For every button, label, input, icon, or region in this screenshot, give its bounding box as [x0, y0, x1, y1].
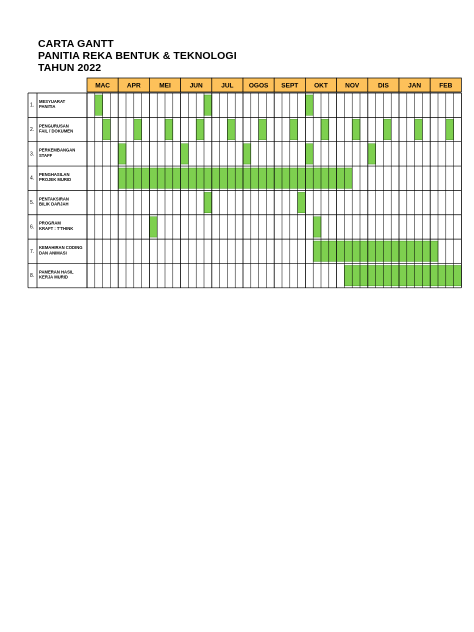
gantt-bar	[164, 119, 174, 140]
gantt-bar	[227, 119, 236, 140]
activity-label: DAN ANIMASI	[39, 250, 67, 255]
gantt-bar	[94, 94, 103, 116]
title-line-1: CARTA GANTT	[38, 38, 114, 50]
month-label: APR	[127, 82, 141, 89]
row-number: 3.	[30, 151, 34, 157]
activity-label: STAFF	[39, 153, 53, 158]
month-label: DIS	[378, 82, 390, 89]
activity-label: PENGURUSAN	[39, 123, 69, 128]
gantt-bar	[297, 192, 306, 213]
gantt-bar	[203, 94, 213, 116]
activity-label: PENGHASILAN	[39, 172, 69, 177]
title-line-2: PANITIA REKA BENTUK & TEKNOLOGI	[38, 50, 237, 62]
activity-label: MESYUARAT	[39, 99, 66, 104]
month-label: MEI	[159, 82, 171, 89]
month-header-cell	[429, 77, 462, 93]
activity-label: PAMERAN HASIL	[39, 269, 74, 274]
gantt-bar	[305, 143, 314, 165]
month-label: JUL	[221, 82, 233, 89]
row-number: 5.	[30, 200, 34, 206]
month-label: JAN	[408, 82, 421, 89]
gantt-bar	[195, 119, 205, 140]
activity-label: KRAFT : T'THINK	[39, 226, 73, 231]
row-number: 7.	[30, 249, 34, 255]
gantt-bar	[117, 143, 127, 165]
gantt-bar	[305, 94, 314, 116]
gantt-bar	[133, 119, 142, 140]
month-label: FEB	[439, 82, 452, 89]
gantt-bar	[102, 119, 111, 140]
row-number: 2.	[30, 127, 34, 133]
gantt-bar	[344, 265, 462, 287]
document-title: CARTA GANTT PANITIA REKA BENTUK & TEKNOL…	[38, 38, 237, 74]
activity-label: PROJEK MURID	[39, 177, 71, 182]
month-label: OKT	[314, 82, 328, 89]
activity-label: PERKEMBANGAN	[39, 148, 75, 153]
month-label: MAC	[95, 82, 110, 89]
activity-label: KEMAHIRAN CODING	[39, 245, 83, 250]
gantt-bar	[149, 216, 158, 238]
gantt-bar	[383, 119, 392, 140]
gantt-bar	[320, 119, 330, 140]
month-label: NOV	[345, 82, 360, 89]
gantt-bar	[180, 143, 189, 165]
activity-label: BILIK DARJAH	[39, 202, 69, 207]
gantt-bar	[258, 119, 267, 140]
month-label: OGOS	[249, 82, 269, 89]
gantt-bar	[242, 143, 252, 165]
gantt-bar	[312, 216, 322, 238]
gantt-bar	[367, 143, 376, 165]
activity-label: KERJA MURID	[39, 275, 68, 280]
activity-label: FAIL / DOKUMEN	[39, 129, 73, 134]
title-line-3: TAHUN 2022	[38, 62, 102, 74]
row-number: 1.	[30, 103, 34, 109]
activity-label: PANITIA	[39, 104, 55, 109]
row-number: 4.	[30, 176, 34, 182]
gantt-bar	[445, 119, 454, 140]
activity-label: PROGRAM	[39, 221, 61, 226]
month-label: SEPT	[281, 82, 298, 89]
gantt-bar	[203, 192, 213, 213]
row-number: 8.	[30, 273, 34, 279]
gantt-bar	[414, 119, 423, 140]
month-label: JUN	[190, 82, 203, 89]
row-number: 6.	[30, 224, 34, 230]
gantt-bar	[351, 119, 361, 140]
gantt-bar	[289, 119, 298, 140]
activity-label: PENTAKSIRAN	[39, 196, 69, 201]
